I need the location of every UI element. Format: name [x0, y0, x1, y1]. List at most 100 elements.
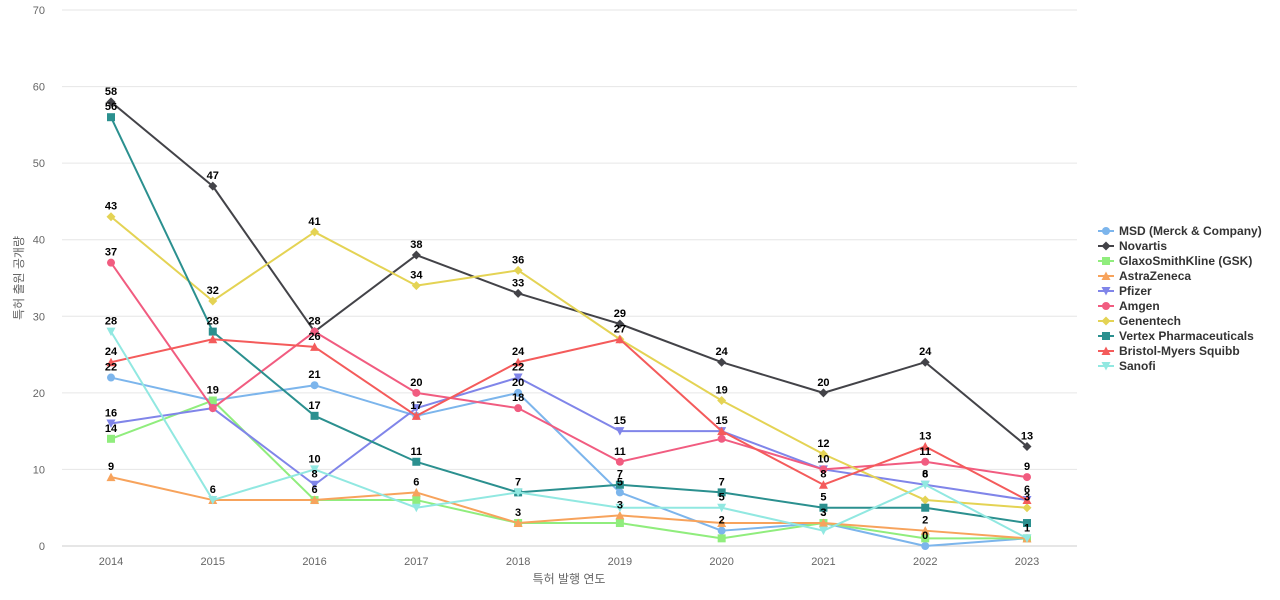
data-label: 43: [105, 201, 117, 213]
y-tick-label: 40: [33, 235, 45, 247]
data-point: [615, 457, 624, 466]
data-label: 7: [515, 476, 521, 488]
y-tick-label: 70: [33, 5, 45, 17]
legend-item-genentech[interactable]: Genentech: [1098, 314, 1181, 328]
data-point: [310, 465, 320, 474]
data-label: 33: [512, 277, 524, 289]
legend-item-glaxosmithkline-gsk[interactable]: GlaxoSmithKline (GSK): [1098, 254, 1252, 268]
data-point: [920, 441, 930, 451]
data-label: 8: [820, 469, 826, 481]
data-point: [514, 388, 523, 397]
x-tick-label: 2020: [709, 556, 733, 568]
data-point: [1022, 534, 1032, 543]
series-line: [110, 399, 1027, 540]
data-point: [921, 542, 930, 550]
legend-label: MSD (Merck & Company): [1119, 224, 1262, 238]
legend-marker: [1101, 271, 1111, 280]
data-label: 56: [105, 101, 117, 113]
data-label: 3: [515, 507, 521, 519]
legend-item-vertex-pharmaceuticals[interactable]: Vertex Pharmaceuticals: [1098, 329, 1254, 343]
legend-item-astrazeneca[interactable]: AstraZeneca: [1098, 269, 1191, 283]
data-label: 24: [512, 346, 525, 358]
data-label: 13: [1021, 430, 1033, 442]
data-point: [411, 281, 421, 291]
data-label: 34: [410, 270, 423, 282]
data-point: [513, 488, 523, 497]
data-label: 18: [512, 392, 524, 404]
data-label: 13: [919, 430, 931, 442]
data-point: [107, 113, 115, 122]
y-tick-label: 30: [33, 311, 45, 323]
series-line: [110, 376, 1028, 547]
data-label: 8: [311, 469, 317, 481]
legend-marker: [1102, 257, 1110, 265]
data-point: [920, 480, 930, 490]
data-point: [615, 319, 625, 329]
data-point: [717, 534, 726, 543]
data-label: 37: [105, 247, 117, 259]
legend-marker: [1102, 332, 1110, 340]
data-point: [717, 526, 726, 535]
data-label: 11: [919, 446, 931, 458]
data-point: [920, 495, 930, 505]
legend-item-bristol-myers-squibb[interactable]: Bristol-Myers Squibb: [1098, 344, 1240, 358]
data-label: 20: [410, 377, 422, 389]
legend[interactable]: MSD (Merck & Company)NovartisGlaxoSmithK…: [1098, 224, 1262, 373]
data-label: 6: [311, 484, 317, 496]
data-label: 6: [922, 469, 928, 481]
data-point: [717, 426, 727, 436]
data-point: [1023, 519, 1031, 528]
data-point: [106, 472, 116, 482]
legend-item-sanofi[interactable]: Sanofi: [1098, 359, 1156, 373]
data-point: [615, 503, 625, 513]
legend-item-novartis[interactable]: Novartis: [1098, 239, 1167, 253]
legend-marker: [1102, 227, 1110, 235]
data-point: [615, 488, 624, 497]
data-label: 3: [820, 507, 826, 519]
data-label: 7: [617, 469, 623, 481]
data-label: 5: [820, 492, 826, 504]
y-tick-label: 10: [33, 464, 45, 476]
series-bristol-myers-squibb: [106, 334, 1032, 505]
series-group: [106, 97, 1032, 550]
legend-marker: [1101, 287, 1111, 296]
y-tick-label: 60: [33, 82, 45, 94]
legend-marker: [1101, 362, 1111, 371]
legend-marker: [1101, 346, 1111, 355]
data-point: [310, 411, 319, 420]
data-point: [1022, 495, 1032, 505]
data-label: 2: [719, 515, 725, 527]
legend-marker: [1101, 241, 1111, 251]
data-label: 19: [207, 385, 219, 397]
data-point: [107, 258, 115, 267]
data-point: [920, 526, 930, 535]
data-label: 6: [210, 484, 216, 496]
data-point: [818, 518, 828, 528]
data-label: 41: [308, 216, 320, 228]
data-label: 8: [922, 469, 928, 481]
data-point: [106, 212, 116, 222]
data-point: [412, 388, 421, 397]
x-tick-label: 2016: [302, 556, 326, 568]
data-point: [1022, 441, 1032, 451]
series-line: [110, 331, 1028, 540]
x-tick-label: 2021: [811, 556, 835, 568]
data-label: 38: [410, 239, 422, 251]
legend-item-amgen[interactable]: Amgen: [1098, 299, 1160, 313]
data-point: [411, 404, 421, 413]
data-point: [921, 503, 930, 512]
data-label: 24: [919, 346, 932, 358]
data-point: [717, 396, 727, 406]
data-label: 0: [922, 530, 928, 542]
legend-item-msd-merck-company[interactable]: MSD (Merck & Company): [1098, 224, 1262, 238]
data-label: 5: [719, 492, 725, 504]
data-point: [106, 97, 116, 107]
legend-item-pfizer[interactable]: Pfizer: [1098, 284, 1152, 298]
legend-label: Sanofi: [1119, 359, 1156, 373]
data-point: [310, 495, 320, 505]
data-point: [615, 427, 625, 436]
data-label: 3: [820, 507, 826, 519]
legend-label: AstraZeneca: [1119, 269, 1191, 283]
data-label: 1: [1024, 522, 1030, 534]
data-point: [717, 488, 726, 497]
